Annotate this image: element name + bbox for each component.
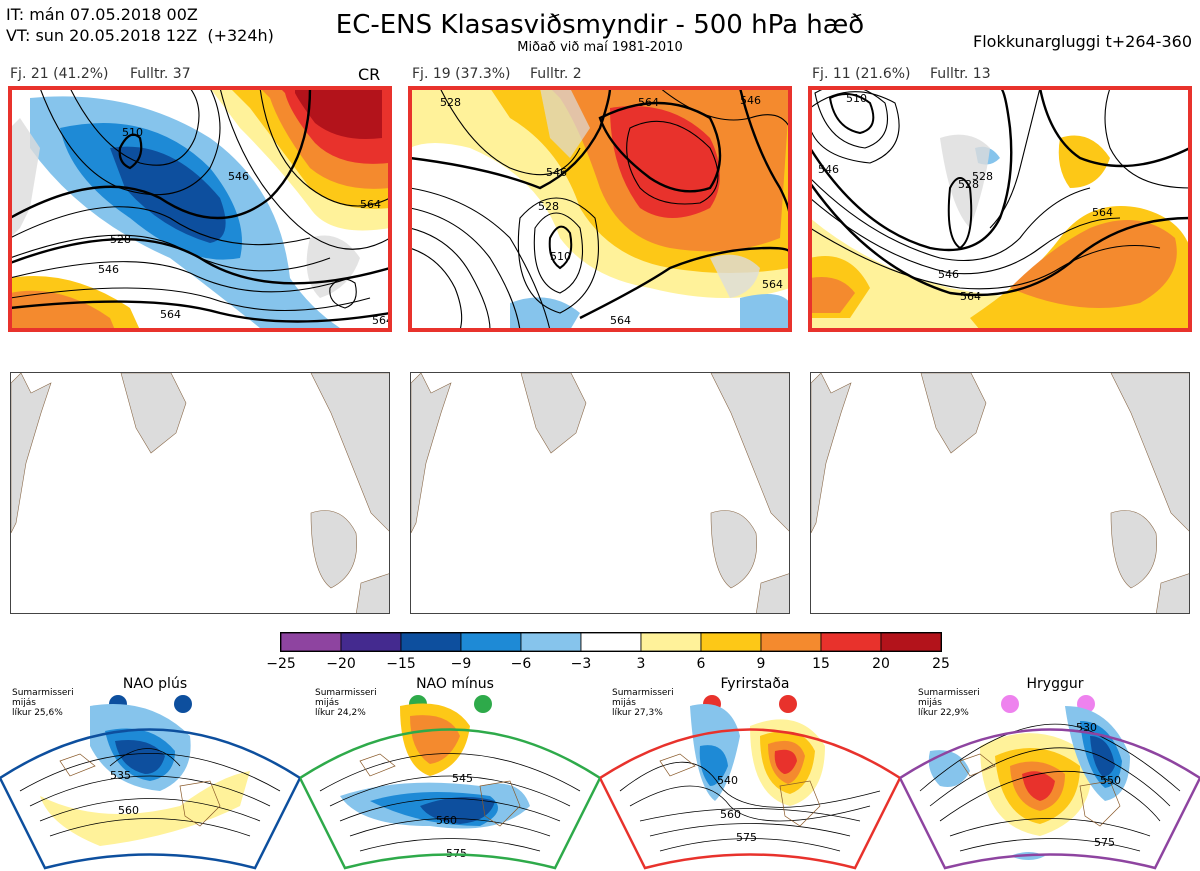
valid-time: VT: sun 20.05.2018 12Z (+324h) xyxy=(6,26,274,45)
colorbar-tick-label: −25 xyxy=(266,656,296,672)
colorbar-cell xyxy=(760,632,822,652)
classification-window: Flokkunargluggi t+264-360 xyxy=(973,32,1192,51)
empty-map-2 xyxy=(410,372,790,614)
colorbar-tick-label: −9 xyxy=(450,656,472,672)
contour-label: 560 xyxy=(118,804,139,817)
contour-label: 545 xyxy=(452,772,473,785)
regime-title: Hryggur xyxy=(1026,676,1084,692)
colorbar-tick-label: 20 xyxy=(872,656,890,672)
cluster-3-rep: Fulltr. 13 xyxy=(930,66,991,82)
colorbar-cell xyxy=(340,632,402,652)
page-subtitle: Miðað við maí 1981-2010 xyxy=(517,40,683,55)
regime-title: NAO mínus xyxy=(416,676,494,692)
colorbar-cell xyxy=(880,632,942,652)
contour-label: 510 xyxy=(846,92,867,105)
regime-marker xyxy=(174,695,192,713)
colorbar-cell xyxy=(400,632,462,652)
colorbar-tick-label: −3 xyxy=(570,656,592,672)
contour-label: 546 xyxy=(228,170,249,183)
contour-label: 546 xyxy=(98,263,119,276)
regime-ridge: Hryggur Sumarmisseri mijás líkur 22,9% 5… xyxy=(900,676,1200,871)
contour-label: 564 xyxy=(638,96,659,109)
colorbar-cell xyxy=(580,632,642,652)
contour-label: 528 xyxy=(958,178,979,191)
regime-note: Sumarmisseri mijás líkur 27,3% xyxy=(612,688,674,718)
empty-map-3 xyxy=(810,372,1190,614)
regime-marker xyxy=(1001,695,1019,713)
contour-label: 540 xyxy=(717,774,738,787)
regime-note: Sumarmisseri mijás líkur 24,2% xyxy=(315,688,377,718)
cluster-1-tag: CR xyxy=(358,65,381,84)
contour-label: 535 xyxy=(110,769,131,782)
cluster-2-map: 528 546 564 546 510 528 564 564 xyxy=(410,88,790,330)
colorbar-cell xyxy=(700,632,762,652)
colorbar-tick-label: 3 xyxy=(636,656,646,672)
colorbar-tick-label: −6 xyxy=(510,656,532,672)
regime-nao-minus: NAO mínus Sumarmisseri mijás líkur 24,2%… xyxy=(300,676,600,871)
cluster-1-map: 510 528 546 564 546 564 564 xyxy=(10,88,390,330)
contour-label: 546 xyxy=(938,268,959,281)
contour-label: 528 xyxy=(972,170,993,183)
contour-label: 564 xyxy=(160,308,181,321)
colorbar-tick-label: 6 xyxy=(696,656,706,672)
contour-label: 528 xyxy=(538,200,559,213)
contour-label: 550 xyxy=(1100,774,1121,787)
contour-label: 546 xyxy=(818,163,839,176)
regime-nao-plus: NAO plús Sumarmisseri mijás líkur 25,6% … xyxy=(0,676,300,871)
contour-label: 528 xyxy=(110,233,131,246)
cluster-2-rep: Fulltr. 2 xyxy=(530,66,582,82)
contour-label: 546 xyxy=(740,94,761,107)
colorbar-cell xyxy=(520,632,582,652)
regime-marker xyxy=(779,695,797,713)
page-title: EC-ENS Klasasviðsmyndir - 500 hPa hæð xyxy=(335,10,865,40)
contour-label: 564 xyxy=(960,290,981,303)
regime-title: Fyrirstaða xyxy=(720,676,790,692)
contour-label: 564 xyxy=(610,314,631,327)
contour-label: 546 xyxy=(546,166,567,179)
cluster-1-count: Fj. 21 (41.2%) xyxy=(10,66,109,82)
contour-label: 510 xyxy=(550,250,571,263)
regime-note: Sumarmisseri mijás líkur 25,6% xyxy=(12,688,74,718)
contour-label: 528 xyxy=(440,96,461,109)
regime-blocking: Fyrirstaða Sumarmisseri mijás líkur 27,3… xyxy=(600,676,900,871)
contour-label: 575 xyxy=(736,831,757,844)
colorbar-cell xyxy=(280,632,342,652)
cluster-2-count: Fj. 19 (37.3%) xyxy=(412,66,511,82)
contour-label: 575 xyxy=(1094,836,1115,849)
cluster-3-count: Fj. 11 (21.6%) xyxy=(812,66,911,82)
colorbar-tick-label: −15 xyxy=(386,656,416,672)
cluster-3-map: 510 528 546 528 546 564 564 xyxy=(810,88,1190,330)
colorbar-cell xyxy=(640,632,702,652)
colorbar-cell xyxy=(460,632,522,652)
contour-label: 564 xyxy=(1092,206,1113,219)
colorbar-tick-label: 9 xyxy=(756,656,766,672)
colorbar-tick-label: 25 xyxy=(932,656,950,672)
init-time: IT: mán 07.05.2018 00Z xyxy=(6,5,198,24)
contour-label: 564 xyxy=(762,278,783,291)
contour-label: 560 xyxy=(436,814,457,827)
colorbar-tick-label: −20 xyxy=(326,656,356,672)
colorbar-cell xyxy=(820,632,882,652)
cluster-1-rep: Fulltr. 37 xyxy=(130,66,191,82)
contour-label: 564 xyxy=(360,198,381,211)
colorbar-tick-label: 15 xyxy=(812,656,830,672)
empty-map-1 xyxy=(10,372,390,614)
anomaly-colorbar xyxy=(280,632,942,652)
init-time-block: IT: mán 07.05.2018 00Z VT: sun 20.05.201… xyxy=(6,4,274,46)
contour-label: 564 xyxy=(372,314,390,327)
contour-label: 560 xyxy=(720,808,741,821)
regime-title: NAO plús xyxy=(122,676,188,692)
contour-label: 510 xyxy=(122,126,143,139)
regime-note: Sumarmisseri mijás líkur 22,9% xyxy=(918,688,980,718)
regime-marker xyxy=(474,695,492,713)
